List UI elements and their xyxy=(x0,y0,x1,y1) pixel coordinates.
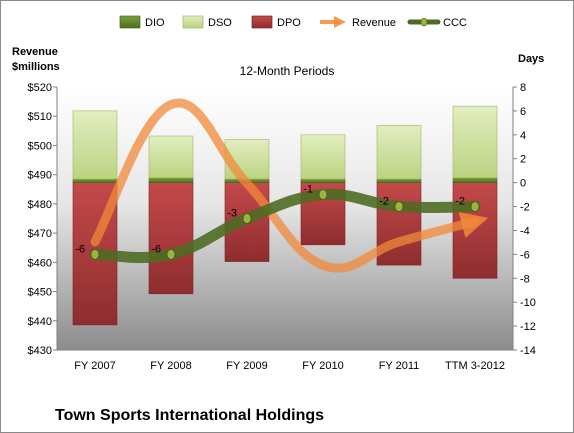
y-right-tick-label: -6 xyxy=(520,249,530,261)
plot-area xyxy=(57,87,513,350)
y-left-tick-label: $430 xyxy=(28,345,52,357)
x-tick-label: FY 2010 xyxy=(302,360,343,372)
y-right-axis-title: Days xyxy=(518,53,544,65)
x-tick-label: FY 2007 xyxy=(74,360,115,372)
ccc-data-label: -2 xyxy=(379,196,389,208)
ccc-data-label: -6 xyxy=(75,243,85,255)
legend: DIO DSO DPO Revenue CCC xyxy=(119,15,467,29)
bar-dso xyxy=(72,110,118,180)
chart-title: Town Sports International Holdings xyxy=(55,407,324,424)
y-right-tick-label: -4 xyxy=(520,225,530,237)
y-right-tick-label: 0 xyxy=(520,178,526,190)
ccc-data-label: -6 xyxy=(151,243,161,255)
bar-dpo xyxy=(148,182,194,295)
y-left-tick-label: $520 xyxy=(28,82,52,94)
ccc-point xyxy=(166,248,176,260)
x-tick-label: TTM 3-2012 xyxy=(445,360,505,372)
ccc-point xyxy=(318,189,328,200)
ccc-point xyxy=(394,201,404,212)
bar-dso xyxy=(148,135,194,179)
legend-marker-ccc xyxy=(420,17,428,27)
y-left-tick-label: $440 xyxy=(28,316,52,328)
legend-swatch-dso xyxy=(182,15,204,29)
y-right-tick-label: -10 xyxy=(520,297,536,309)
legend-label-ccc: CCC xyxy=(443,17,467,29)
ccc-data-label: -1 xyxy=(303,184,313,196)
y-right-tick-label: 8 xyxy=(520,82,526,94)
y-right-tick-label: -12 xyxy=(520,321,536,333)
bar-dso xyxy=(300,134,346,180)
x-tick-label: FY 2011 xyxy=(379,360,420,372)
legend-swatch-dpo xyxy=(251,15,273,29)
y-right-tick-label: -8 xyxy=(520,273,530,285)
y-left-tick-label: $460 xyxy=(28,257,52,269)
legend-label-dpo: DPO xyxy=(277,17,301,29)
lines: -6 -6 -3 -1 -2 -2 xyxy=(75,98,489,273)
legend-label-dio: DIO xyxy=(145,17,165,29)
bar-dio xyxy=(376,178,422,183)
x-tick-label: FY 2009 xyxy=(226,360,267,372)
ccc-line xyxy=(89,188,481,264)
ccc-data-label: -2 xyxy=(455,196,465,208)
bar-dio xyxy=(452,177,498,183)
legend-swatch-dio xyxy=(119,15,141,29)
y-left-tick-label: $450 xyxy=(28,287,52,299)
bar-dso xyxy=(452,105,498,179)
ccc-point xyxy=(90,248,100,260)
y-right-tick-label: -2 xyxy=(520,202,530,214)
y-left-axis-title-line1: Revenue xyxy=(12,46,58,58)
y-left-tick-label: $470 xyxy=(28,228,52,240)
bar-dio xyxy=(148,177,194,183)
y-right-tick-label: -14 xyxy=(520,345,536,357)
legend-label-dso: DSO xyxy=(208,17,232,29)
ccc-data-label: -3 xyxy=(227,208,237,220)
y-left-tick-label: $480 xyxy=(28,199,52,211)
ccc-point xyxy=(470,201,480,212)
y-left-axis-title-line2: $millions xyxy=(12,61,60,73)
y-left-tick-label: $510 xyxy=(28,111,52,123)
y-right-tick-label: 4 xyxy=(520,130,526,142)
legend-label-revenue: Revenue xyxy=(352,17,396,29)
bar-dio xyxy=(300,178,346,183)
ccc-point xyxy=(242,213,252,224)
y-left-tick-label: $490 xyxy=(28,170,52,182)
axes: $430 $440 $450 $460 $470 $480 $490 $500 $510 $520… xyxy=(28,82,536,372)
x-tick-label: FY 2008 xyxy=(150,360,191,372)
bar-dio xyxy=(72,178,118,183)
y-right-tick-label: 6 xyxy=(520,106,526,118)
y-left-tick-label: $500 xyxy=(28,140,52,152)
y-right-tick-label: 2 xyxy=(520,154,526,166)
bar-dso xyxy=(376,124,422,180)
chart-subtitle: 12-Month Periods xyxy=(240,64,335,78)
